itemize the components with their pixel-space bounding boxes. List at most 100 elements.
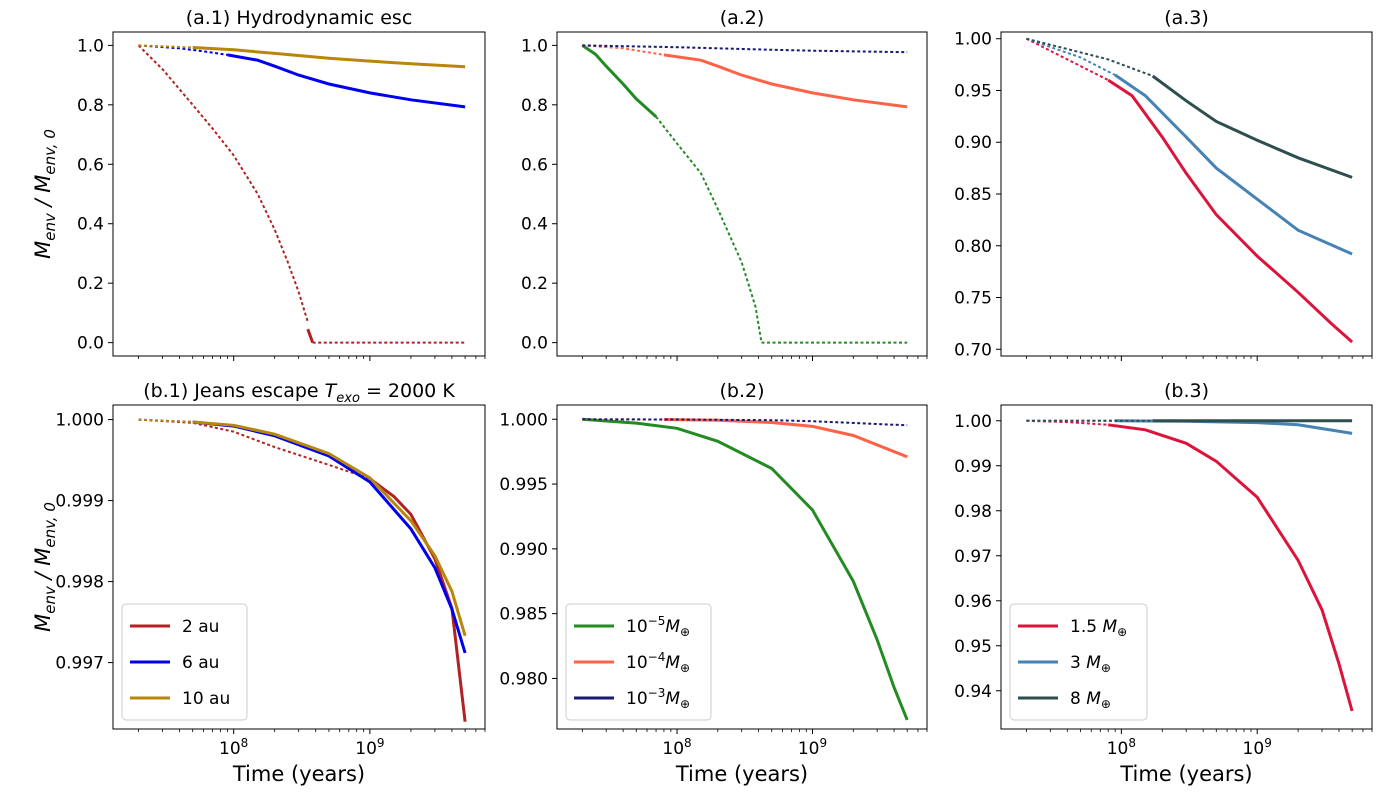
series-dotted-a1-2 xyxy=(138,44,193,49)
legend-label-1: 6 au xyxy=(182,653,219,673)
xtick-label-b1-0: 108 xyxy=(219,736,248,759)
title-b3: (b.3) xyxy=(1164,380,1209,402)
legend-base: 10 xyxy=(626,689,648,709)
xtick-exp: 9 xyxy=(377,736,385,750)
series-dotted-a2-2 xyxy=(582,44,908,54)
series-dotted-a3-0 xyxy=(1025,37,1109,81)
legend-unit: M xyxy=(665,689,680,709)
legend-sub: ⊕ xyxy=(1101,661,1111,675)
xtick-label-b2-0: 108 xyxy=(662,736,691,759)
legend-label-0: 10−5M⊕ xyxy=(626,614,690,639)
title-a3: (a.3) xyxy=(1164,7,1209,29)
xtick-exp: 8 xyxy=(241,736,249,750)
axes-frame-a2 xyxy=(556,31,928,357)
series-dotted-a3-2 xyxy=(1026,37,1154,77)
ytick-label-a3-2: 0.80 xyxy=(954,237,992,257)
xtick-label-b3-0: 108 xyxy=(1107,736,1136,759)
ytick-label-b1-3: 1.000 xyxy=(55,411,104,431)
legend-prefix: 3 xyxy=(1070,653,1086,673)
title-b2: (b.2) xyxy=(719,380,764,402)
series-solid-a3-0 xyxy=(1107,78,1354,344)
ytick-label-a2-3: 0.6 xyxy=(521,155,548,175)
plot-area-a1 xyxy=(137,44,466,344)
series-solid-a2-0 xyxy=(581,44,658,118)
legend-unit: M xyxy=(1102,617,1117,637)
ytick-label-b3-0: 0.94 xyxy=(954,682,992,702)
title-b1: (b.1) Jeans escape Texo = 2000 K xyxy=(143,380,455,406)
title-post: = 2000 K xyxy=(360,380,455,402)
ylabel-m: M xyxy=(31,614,55,632)
series-solid-b2-0 xyxy=(582,417,909,721)
ytick-label-b2-0: 0.980 xyxy=(499,669,548,689)
legend-exp: −3 xyxy=(648,686,666,700)
ytick-label-b1-0: 0.997 xyxy=(55,654,104,674)
ytick-label-b3-5: 0.99 xyxy=(954,457,992,477)
plot-area-a2 xyxy=(581,44,908,344)
ytick-label-a2-0: 0.0 xyxy=(521,334,548,354)
legend-exp: −4 xyxy=(648,650,666,664)
legend-exp: −5 xyxy=(648,614,666,628)
ytick-label-a3-5: 0.95 xyxy=(954,81,992,101)
xlabel-b2: Time (years) xyxy=(675,762,808,786)
legend-unit: M xyxy=(1086,653,1101,673)
ytick-label-a1-5: 1.0 xyxy=(77,36,104,56)
ytick-label-a2-4: 0.8 xyxy=(521,96,548,116)
ylabel-sep: / M xyxy=(31,175,55,214)
ylabel-a1: Menv / Menv, 0 xyxy=(31,129,59,259)
legend-sub: ⊕ xyxy=(680,661,690,675)
xtick-base: 10 xyxy=(798,739,820,759)
legend-label-1: 3 M⊕ xyxy=(1070,653,1111,675)
series-dotted-b2-2 xyxy=(582,418,908,427)
series-solid-a3-2 xyxy=(1151,74,1353,179)
ytick-label-b2-2: 0.990 xyxy=(499,540,548,560)
ytick-label-b1-2: 0.999 xyxy=(55,492,104,512)
ylabel-env-sub: env xyxy=(41,212,59,241)
series-solid-b1-0 xyxy=(369,477,467,722)
ytick-label-a3-0: 0.70 xyxy=(954,340,992,360)
ylabel-env0-sub: env, 0 xyxy=(41,502,59,547)
legend-label-0: 1.5 M⊕ xyxy=(1070,617,1127,639)
legend-b3: 1.5 M⊕3 M⊕8 M⊕ xyxy=(1009,603,1148,721)
xtick-base: 10 xyxy=(219,739,241,759)
series-solid-b1-2 xyxy=(192,420,467,637)
subplot-a1: 0.0 0.2 0.4 0.6 0.8 1.0 Menv / Menv, 0 (a.1) Hy… xyxy=(31,7,486,361)
legend-box xyxy=(121,603,248,721)
series-solid-a3-1 xyxy=(1114,73,1353,256)
series-solid-b3-0 xyxy=(1107,423,1354,712)
ytick-label-a2-5: 1.0 xyxy=(521,36,548,56)
xtick-base: 10 xyxy=(662,739,684,759)
axes-frame-a3 xyxy=(1000,31,1373,357)
xtick-exp: 8 xyxy=(1128,736,1136,750)
xtick-label-b3-1: 109 xyxy=(1243,736,1272,759)
xtick-exp: 9 xyxy=(820,736,828,750)
xtick-exp: 8 xyxy=(684,736,692,750)
ytick-label-a1-2: 0.4 xyxy=(77,215,104,235)
series-solid-a2-1 xyxy=(663,53,908,109)
ytick-label-a3-6: 1.00 xyxy=(954,30,992,50)
legend-b1: 2 au 6 au 10 au xyxy=(121,603,248,721)
legend-label-2: 10 au xyxy=(182,689,230,709)
xtick-label-b2-1: 109 xyxy=(798,736,827,759)
legend-base: 10 xyxy=(626,617,648,637)
series-solid-a1-0 xyxy=(306,328,315,344)
legend-sub: ⊕ xyxy=(1101,697,1111,711)
series-solid-b2-1 xyxy=(663,418,908,459)
legend-box xyxy=(565,603,712,721)
series-dotted-a1-0 xyxy=(137,44,309,323)
legend-sub: ⊕ xyxy=(1117,625,1127,639)
ytick-label-b2-1: 0.985 xyxy=(499,605,548,625)
ytick-label-a3-4: 0.90 xyxy=(954,133,992,153)
series-dotted-a1-1 xyxy=(138,44,228,56)
xlabel-b3: Time (years) xyxy=(1119,762,1252,786)
ytick-label-a1-4: 0.8 xyxy=(77,96,104,116)
legend-sub: ⊕ xyxy=(680,625,690,639)
ytick-label-a3-1: 0.75 xyxy=(954,289,992,309)
xtick-base: 10 xyxy=(355,739,377,759)
series-dotted-a3-1 xyxy=(1026,37,1116,76)
ytick-label-b3-6: 1.00 xyxy=(954,412,992,432)
ytick-label-b2-3: 0.995 xyxy=(499,475,548,495)
plot-area-a3 xyxy=(1025,37,1354,344)
ytick-label-b3-1: 0.95 xyxy=(954,637,992,657)
